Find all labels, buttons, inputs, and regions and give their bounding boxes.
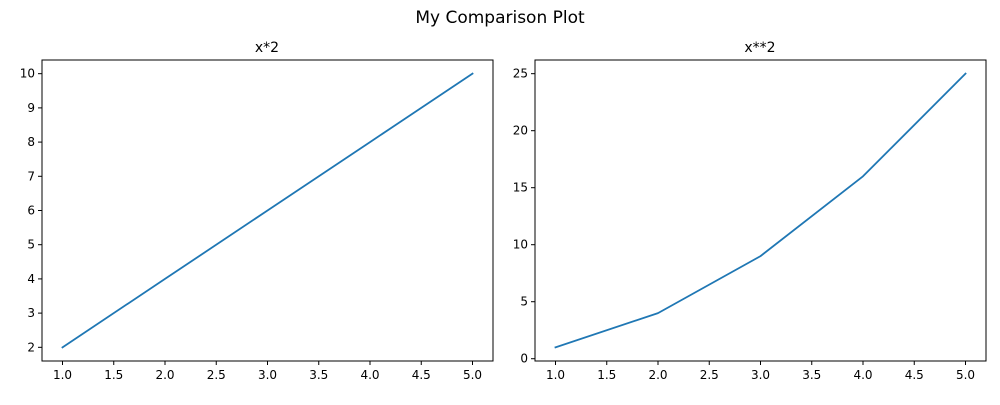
subplot-right-x-tick-label: 1.5 [597, 368, 616, 382]
subplot-right-y-tick-label: 5 [520, 295, 528, 309]
subplot-right-y-tick-label: 25 [513, 67, 528, 81]
subplot-right-y-tick-label: 10 [513, 238, 528, 252]
subplot-left-y-tick-label: 4 [27, 272, 35, 286]
subplot-right-y-tick-label: 20 [513, 124, 528, 138]
subplot-right-x-tick-label: 2.5 [700, 368, 719, 382]
subplot-right-y-tick-label: 0 [520, 352, 528, 366]
subplot-left-y-tick-label: 6 [27, 204, 35, 218]
subplot-right-x-tick-label: 4.0 [853, 368, 872, 382]
subplot-left-x-tick-label: 1.0 [53, 368, 72, 382]
subplot-right-y-axis: 0 5 10 15 20 25 [513, 67, 535, 366]
subplot-right-x-tick-label: 1.0 [546, 368, 565, 382]
subplot-left-y-tick-label: 3 [27, 306, 35, 320]
subplot-left-x-tick-label: 3.5 [309, 368, 328, 382]
subplot-right-series [554, 72, 967, 349]
subplot-left-series-line [61, 72, 474, 349]
subplot-right-x-axis: 1.0 1.5 2.0 2.5 3.0 3.5 4.0 4.5 5.0 [546, 361, 975, 382]
subplot-left-x-tick-label: 3.0 [258, 368, 277, 382]
subplot-right-x-tick-label: 2.0 [648, 368, 667, 382]
subplot-left-series [61, 72, 474, 349]
subplot-left-x-tick-label: 2.5 [207, 368, 226, 382]
subplot-right: x**2 1.0 1.5 2.0 2.5 3.0 3.5 4.0 4.5 5.0 0 5 10 15 2… [513, 40, 987, 382]
subplot-left: x*2 1.0 1.5 2.0 2.5 3.0 3.5 4.0 4.5 5.0 2 3 4 5 6 7 8 9… [20, 40, 494, 382]
subplot-left-y-tick-label: 7 [27, 169, 35, 183]
subplot-left-y-tick-label: 8 [27, 135, 35, 149]
subplot-left-x-tick-label: 4.5 [412, 368, 431, 382]
subplot-left-y-axis: 2 3 4 5 6 7 8 9 10 [20, 67, 42, 354]
subplot-left-x-tick-label: 4.0 [360, 368, 379, 382]
figure-suptitle: My Comparison Plot [415, 8, 585, 28]
subplot-left-x-tick-label: 2.0 [155, 368, 174, 382]
subplot-right-x-tick-label: 3.0 [751, 368, 770, 382]
subplot-right-x-tick-label: 4.5 [905, 368, 924, 382]
subplot-right-x-tick-label: 3.5 [802, 368, 821, 382]
subplot-left-x-axis: 1.0 1.5 2.0 2.5 3.0 3.5 4.0 4.5 5.0 [53, 361, 482, 382]
subplot-left-y-tick-label: 10 [20, 67, 35, 81]
subplot-right-frame [534, 59, 987, 362]
subplot-left-y-tick-label: 2 [27, 340, 35, 354]
subplot-left-x-tick-label: 1.5 [104, 368, 123, 382]
subplot-right-series-line [554, 72, 967, 349]
subplot-left-y-tick-label: 9 [27, 101, 35, 115]
subplot-left-y-tick-label: 5 [27, 238, 35, 252]
subplot-right-y-tick-label: 15 [513, 181, 528, 195]
subplot-left-x-tick-label: 5.0 [463, 368, 482, 382]
subplot-right-x-tick-label: 5.0 [956, 368, 975, 382]
subplot-right-title: x**2 [744, 40, 775, 56]
subplot-left-title: x*2 [255, 40, 279, 56]
